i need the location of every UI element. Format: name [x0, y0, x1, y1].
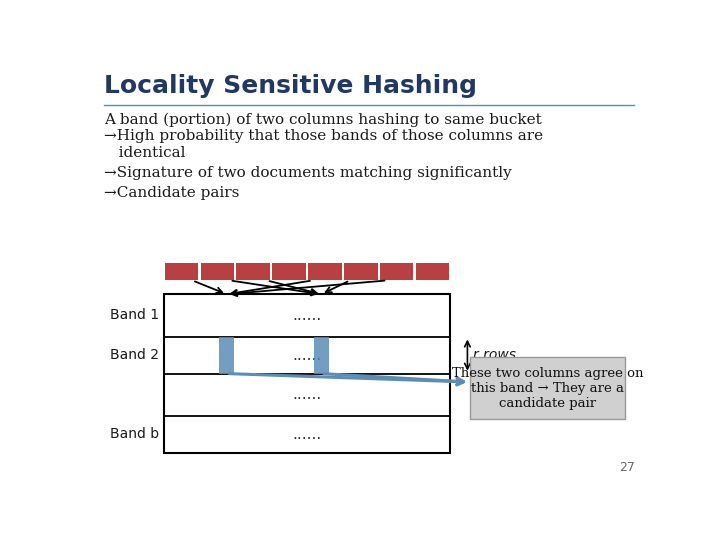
Bar	[272, 264, 306, 280]
Text: Band 2: Band 2	[110, 348, 159, 362]
Text: →Signature of two documents matching significantly: →Signature of two documents matching sig…	[104, 166, 512, 180]
Bar	[165, 264, 198, 280]
Bar	[314, 336, 329, 374]
Text: r rows: r rows	[473, 348, 516, 362]
Bar	[219, 336, 235, 374]
Text: ......: ......	[292, 387, 322, 402]
Text: A band (portion) of two columns hashing to same bucket: A band (portion) of two columns hashing …	[104, 112, 541, 127]
Text: →High probability that those bands of those columns are: →High probability that those bands of th…	[104, 130, 543, 144]
Bar	[201, 264, 234, 280]
Bar	[415, 264, 449, 280]
Bar	[163, 294, 451, 453]
Bar	[380, 264, 413, 280]
Bar	[308, 264, 342, 280]
Text: identical: identical	[104, 146, 186, 160]
Bar	[344, 264, 377, 280]
Bar	[469, 357, 625, 419]
Text: →Candidate pairs: →Candidate pairs	[104, 186, 239, 200]
Text: Band 1: Band 1	[110, 308, 159, 322]
Text: Locality Sensitive Hashing: Locality Sensitive Hashing	[104, 74, 477, 98]
Text: 27: 27	[619, 462, 635, 475]
Text: ......: ......	[292, 308, 322, 323]
Text: These two columns agree on
this band → They are a
candidate pair: These two columns agree on this band → T…	[451, 367, 643, 410]
Bar	[236, 264, 270, 280]
Text: ......: ......	[292, 427, 322, 442]
Text: Band b: Band b	[110, 427, 159, 441]
Text: ......: ......	[292, 348, 322, 362]
